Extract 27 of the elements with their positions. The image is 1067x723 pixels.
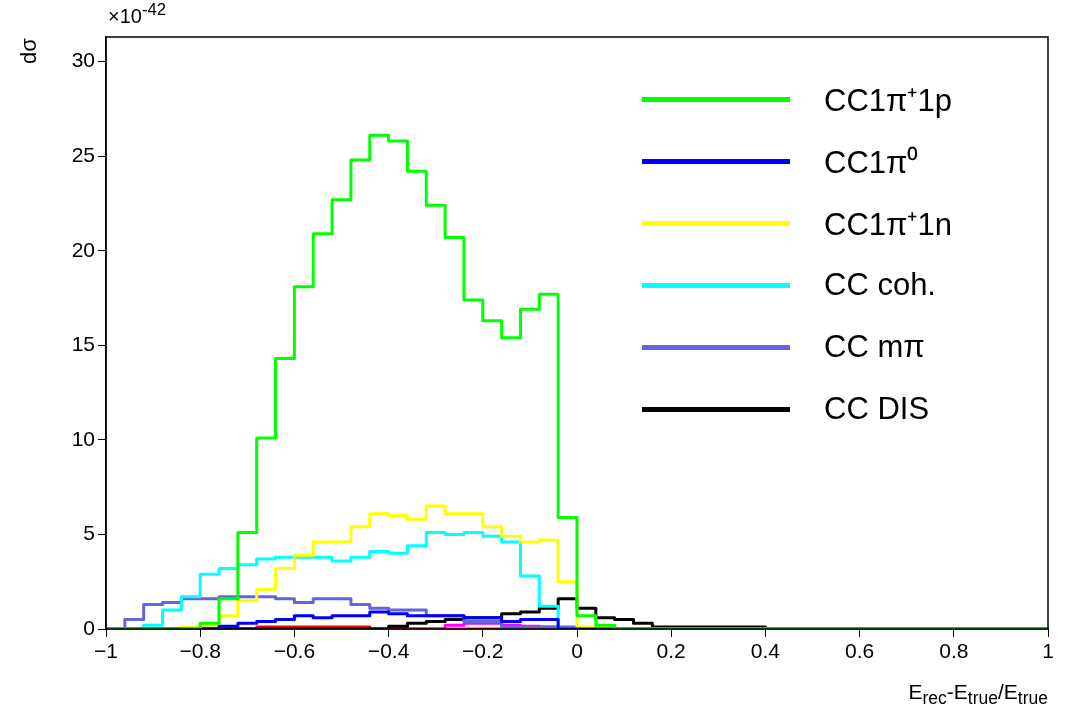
legend-label: CC coh. xyxy=(824,267,937,303)
y-tick-label: 10 xyxy=(71,426,95,450)
y-tick-label: 20 xyxy=(71,237,95,261)
y-axis-title: dσ xyxy=(15,38,42,64)
x-tick-label: 0.2 xyxy=(656,639,686,663)
legend-label: CC1π⁰ xyxy=(824,144,920,182)
x-tick-label: −0.4 xyxy=(367,639,410,663)
text: ×10$^{-42}$ xyxy=(108,0,167,28)
x-tick-label: −0.6 xyxy=(273,639,316,663)
x-tick-label: 0.6 xyxy=(845,639,875,663)
x-tick-label: −0.8 xyxy=(179,639,221,663)
x-axis-title: E$_{rec}$-E$_{true}$/E$_{true}$ xyxy=(908,680,1048,710)
y-tick-label: 30 xyxy=(71,48,95,72)
x-tick-label: 0.4 xyxy=(750,639,781,663)
legend-label: CC1π⁺1n xyxy=(824,206,953,244)
legend-label: CC1π⁺1p xyxy=(824,82,953,120)
x-tick-label: −0.2 xyxy=(462,639,504,663)
legend-label: CC DIS xyxy=(824,391,931,427)
y-tick-label: 0 xyxy=(83,615,95,639)
x-tick-label: 0 xyxy=(571,639,583,663)
x-tick-label: 1 xyxy=(1042,639,1054,663)
x-tick-label: −1 xyxy=(94,639,118,663)
y-tick-label: 25 xyxy=(71,142,95,166)
y-tick-label: 5 xyxy=(83,521,95,545)
x-tick-label: 0.8 xyxy=(939,639,969,663)
y-tick-label: 15 xyxy=(71,332,95,356)
legend-label: CC mπ xyxy=(824,329,926,365)
